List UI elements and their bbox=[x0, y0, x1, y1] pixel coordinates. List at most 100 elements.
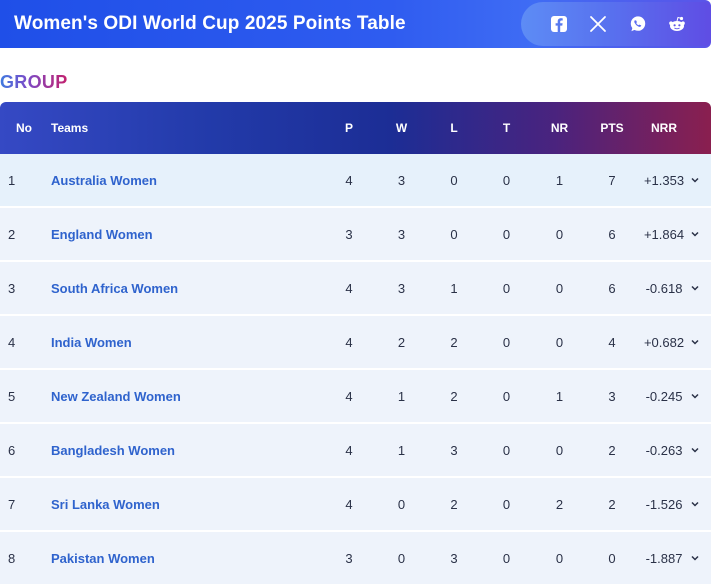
team-name-link[interactable]: Pakistan Women bbox=[51, 550, 155, 566]
table-row[interactable]: 2 England Women 3 3 0 0 0 6 +1.864 bbox=[0, 208, 711, 262]
chevron-down-icon[interactable] bbox=[690, 553, 711, 563]
table-row[interactable]: 6 Bangladesh Women 4 1 3 0 0 2 -0.263 bbox=[0, 424, 711, 478]
points-cell: 0 bbox=[608, 550, 616, 566]
chevron-down-icon[interactable] bbox=[690, 337, 711, 347]
lost-cell: 2 bbox=[450, 496, 458, 512]
played-cell: 4 bbox=[345, 496, 353, 512]
won-cell: 3 bbox=[397, 172, 406, 188]
chevron-down-icon[interactable] bbox=[690, 391, 711, 401]
team-name-link[interactable]: India Women bbox=[51, 334, 132, 350]
won-cell: 2 bbox=[397, 334, 406, 350]
tied-cell: 0 bbox=[502, 496, 511, 512]
reddit-icon[interactable] bbox=[666, 13, 688, 35]
row-position: 4 bbox=[8, 334, 16, 350]
nrr-cell: +1.864 bbox=[643, 226, 685, 242]
nrr-cell: -0.263 bbox=[645, 442, 683, 458]
nrr-cell: +0.682 bbox=[643, 334, 685, 350]
table-row[interactable]: 8 Pakistan Women 3 0 3 0 0 0 -1.887 bbox=[0, 532, 711, 586]
row-position: 6 bbox=[8, 442, 16, 458]
won-cell: 3 bbox=[397, 280, 406, 296]
column-header-played: P bbox=[344, 121, 353, 135]
table-row[interactable]: 4 India Women 4 2 2 0 0 4 +0.682 bbox=[0, 316, 711, 370]
nrr-cell: -0.618 bbox=[645, 280, 683, 296]
column-header-nrr: NRR bbox=[651, 121, 677, 135]
lost-cell: 0 bbox=[450, 226, 458, 242]
points-table: No Teams P W L T NR PTS NRR 1 Australia … bbox=[0, 102, 711, 586]
row-position: 2 bbox=[8, 226, 16, 242]
team-name-link[interactable]: England Women bbox=[51, 226, 153, 242]
won-cell: 1 bbox=[397, 442, 406, 458]
column-header-no-result: NR bbox=[550, 121, 569, 135]
nrr-cell: -1.526 bbox=[645, 496, 683, 512]
team-name-link[interactable]: Bangladesh Women bbox=[51, 442, 176, 458]
table-row[interactable]: 1 Australia Women 4 3 0 0 1 7 +1.353 bbox=[0, 154, 711, 208]
x-icon[interactable] bbox=[587, 13, 609, 35]
lost-cell: 0 bbox=[450, 172, 458, 188]
points-cell: 4 bbox=[608, 334, 616, 350]
share-bar bbox=[521, 2, 711, 46]
chevron-down-icon[interactable] bbox=[690, 499, 711, 509]
group-label: GROUP bbox=[0, 72, 68, 92]
nrr-cell: +1.353 bbox=[643, 172, 685, 188]
no-result-cell: 0 bbox=[555, 442, 564, 458]
no-result-cell: 1 bbox=[555, 172, 564, 188]
facebook-icon[interactable] bbox=[548, 13, 570, 35]
team-name-link[interactable]: Sri Lanka Women bbox=[51, 496, 160, 512]
column-header-won: W bbox=[395, 121, 408, 135]
column-header-points: PTS bbox=[600, 121, 624, 135]
column-header-lost: L bbox=[450, 121, 458, 135]
points-cell: 6 bbox=[608, 226, 616, 242]
nrr-cell: -0.245 bbox=[645, 388, 683, 404]
played-cell: 3 bbox=[345, 550, 353, 566]
no-result-cell: 0 bbox=[555, 280, 564, 296]
played-cell: 4 bbox=[345, 442, 353, 458]
tied-cell: 0 bbox=[502, 280, 511, 296]
team-name-link[interactable]: New Zealand Women bbox=[51, 388, 181, 404]
played-cell: 4 bbox=[345, 172, 353, 188]
page-header: Women's ODI World Cup 2025 Points Table bbox=[0, 0, 711, 48]
points-cell: 7 bbox=[608, 172, 616, 188]
lost-cell: 1 bbox=[450, 280, 458, 296]
column-header-teams: Teams bbox=[51, 121, 89, 135]
table-row[interactable]: 3 South Africa Women 4 3 1 0 0 6 -0.618 bbox=[0, 262, 711, 316]
no-result-cell: 2 bbox=[555, 496, 564, 512]
team-name-link[interactable]: South Africa Women bbox=[51, 280, 179, 296]
row-position: 8 bbox=[8, 550, 16, 566]
chevron-down-icon[interactable] bbox=[690, 229, 711, 239]
table-row[interactable]: 7 Sri Lanka Women 4 0 2 0 2 2 -1.526 bbox=[0, 478, 711, 532]
chevron-down-icon[interactable] bbox=[690, 445, 711, 455]
column-header-no: No bbox=[16, 121, 32, 135]
tied-cell: 0 bbox=[502, 172, 511, 188]
won-cell: 0 bbox=[397, 496, 406, 512]
no-result-cell: 0 bbox=[555, 334, 564, 350]
tied-cell: 0 bbox=[502, 550, 511, 566]
row-position: 1 bbox=[8, 172, 16, 188]
chevron-down-icon[interactable] bbox=[690, 283, 711, 293]
won-cell: 3 bbox=[397, 226, 406, 242]
played-cell: 4 bbox=[345, 334, 353, 350]
no-result-cell: 0 bbox=[555, 226, 564, 242]
table-header: No Teams P W L T NR PTS NRR bbox=[0, 102, 711, 154]
tied-cell: 0 bbox=[502, 334, 511, 350]
played-cell: 4 bbox=[345, 280, 353, 296]
row-position: 7 bbox=[8, 496, 16, 512]
no-result-cell: 1 bbox=[555, 388, 564, 404]
points-cell: 2 bbox=[608, 442, 616, 458]
points-cell: 3 bbox=[608, 388, 616, 404]
played-cell: 3 bbox=[345, 226, 353, 242]
chevron-down-icon[interactable] bbox=[690, 175, 711, 185]
no-result-cell: 0 bbox=[555, 550, 564, 566]
tied-cell: 0 bbox=[502, 388, 511, 404]
team-name-link[interactable]: Australia Women bbox=[51, 172, 157, 188]
whatsapp-icon[interactable] bbox=[627, 13, 649, 35]
tied-cell: 0 bbox=[502, 226, 511, 242]
lost-cell: 3 bbox=[450, 550, 458, 566]
row-position: 3 bbox=[8, 280, 16, 296]
nrr-cell: -1.887 bbox=[645, 550, 683, 566]
tied-cell: 0 bbox=[502, 442, 511, 458]
played-cell: 4 bbox=[345, 388, 353, 404]
lost-cell: 3 bbox=[450, 442, 458, 458]
row-position: 5 bbox=[8, 388, 16, 404]
won-cell: 0 bbox=[397, 550, 406, 566]
table-row[interactable]: 5 New Zealand Women 4 1 2 0 1 3 -0.245 bbox=[0, 370, 711, 424]
